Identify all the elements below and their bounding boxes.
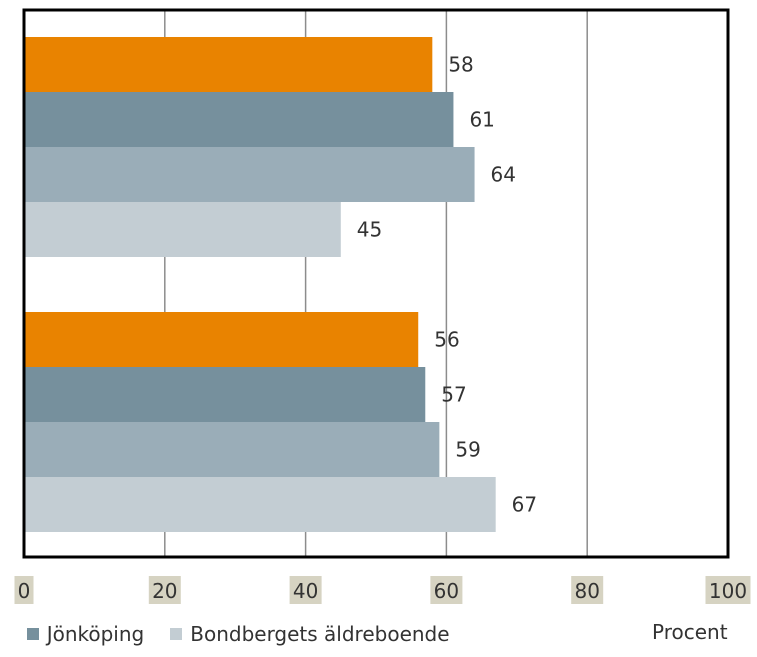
bar-group1-series2 xyxy=(24,92,454,147)
data-label-group1-series1: 58 xyxy=(448,53,473,77)
bar-group2-series1 xyxy=(24,312,419,367)
x-tick-bg-20 xyxy=(148,576,181,604)
bar-group2-series3 xyxy=(24,422,440,477)
x-tick-bg-100 xyxy=(705,576,751,604)
data-label-group2-series2: 57 xyxy=(441,383,466,407)
legend-swatch-series-2 xyxy=(26,628,39,640)
data-label-group2-series4: 67 xyxy=(512,493,537,517)
data-label-group1-series4: 45 xyxy=(357,218,382,242)
bar-group2-series2 xyxy=(24,367,426,422)
x-tick-label-0: 0 xyxy=(18,579,31,603)
bar-group1-series1 xyxy=(24,37,433,92)
x-tick-bg-80 xyxy=(571,576,604,604)
x-tick-bg-60 xyxy=(430,576,463,604)
x-tick-label-100: 100 xyxy=(709,579,747,603)
x-tick-label-80: 80 xyxy=(574,579,599,603)
bar-group2-series4 xyxy=(24,477,496,532)
legend-item-series-1: n xyxy=(0,622,1,646)
data-label-group1-series3: 64 xyxy=(491,163,516,187)
legend-item-series-2: Jönköping xyxy=(26,622,145,646)
legend-item-series-3: Bondbergets äldreboende xyxy=(170,622,450,646)
bar-group1-series3 xyxy=(24,147,475,202)
legend: n Jönköping Bondbergets äldreboende xyxy=(0,622,476,646)
x-tick-bg-0 xyxy=(14,576,34,604)
data-label-group2-series3: 59 xyxy=(455,438,480,462)
x-axis-unit-label: Procent xyxy=(652,620,728,644)
legend-label-series-3: Bondbergets äldreboende xyxy=(190,622,450,646)
x-tick-bg-40 xyxy=(289,576,322,604)
data-label-group2-series1: 56 xyxy=(434,328,459,352)
x-tick-label-60: 60 xyxy=(434,579,459,603)
legend-swatch-series-3 xyxy=(170,628,183,640)
x-tick-label-40: 40 xyxy=(293,579,318,603)
data-label-group1-series2: 61 xyxy=(469,108,494,132)
x-tick-label-20: 20 xyxy=(152,579,177,603)
plot-frame xyxy=(22,8,730,559)
legend-label-series-2: Jönköping xyxy=(46,622,145,646)
legend-label-series-1: n xyxy=(0,622,1,646)
bar-group1-series4 xyxy=(24,202,341,257)
